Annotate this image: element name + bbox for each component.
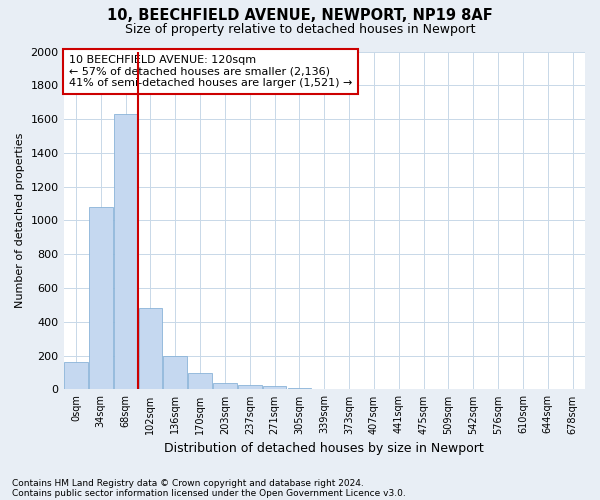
Text: Contains HM Land Registry data © Crown copyright and database right 2024.: Contains HM Land Registry data © Crown c… — [12, 478, 364, 488]
Bar — [89, 207, 113, 390]
Bar — [188, 372, 212, 390]
Bar — [287, 388, 311, 390]
Text: Contains public sector information licensed under the Open Government Licence v3: Contains public sector information licen… — [12, 488, 406, 498]
Bar — [139, 308, 162, 390]
Bar — [238, 385, 262, 390]
Bar — [213, 382, 237, 390]
Bar — [114, 114, 137, 390]
Y-axis label: Number of detached properties: Number of detached properties — [15, 133, 25, 308]
Text: Size of property relative to detached houses in Newport: Size of property relative to detached ho… — [125, 22, 475, 36]
Bar — [163, 356, 187, 390]
Text: 10, BEECHFIELD AVENUE, NEWPORT, NP19 8AF: 10, BEECHFIELD AVENUE, NEWPORT, NP19 8AF — [107, 8, 493, 22]
Bar — [263, 386, 286, 390]
X-axis label: Distribution of detached houses by size in Newport: Distribution of detached houses by size … — [164, 442, 484, 455]
Text: 10 BEECHFIELD AVENUE: 120sqm
← 57% of detached houses are smaller (2,136)
41% of: 10 BEECHFIELD AVENUE: 120sqm ← 57% of de… — [69, 55, 352, 88]
Bar — [64, 362, 88, 390]
